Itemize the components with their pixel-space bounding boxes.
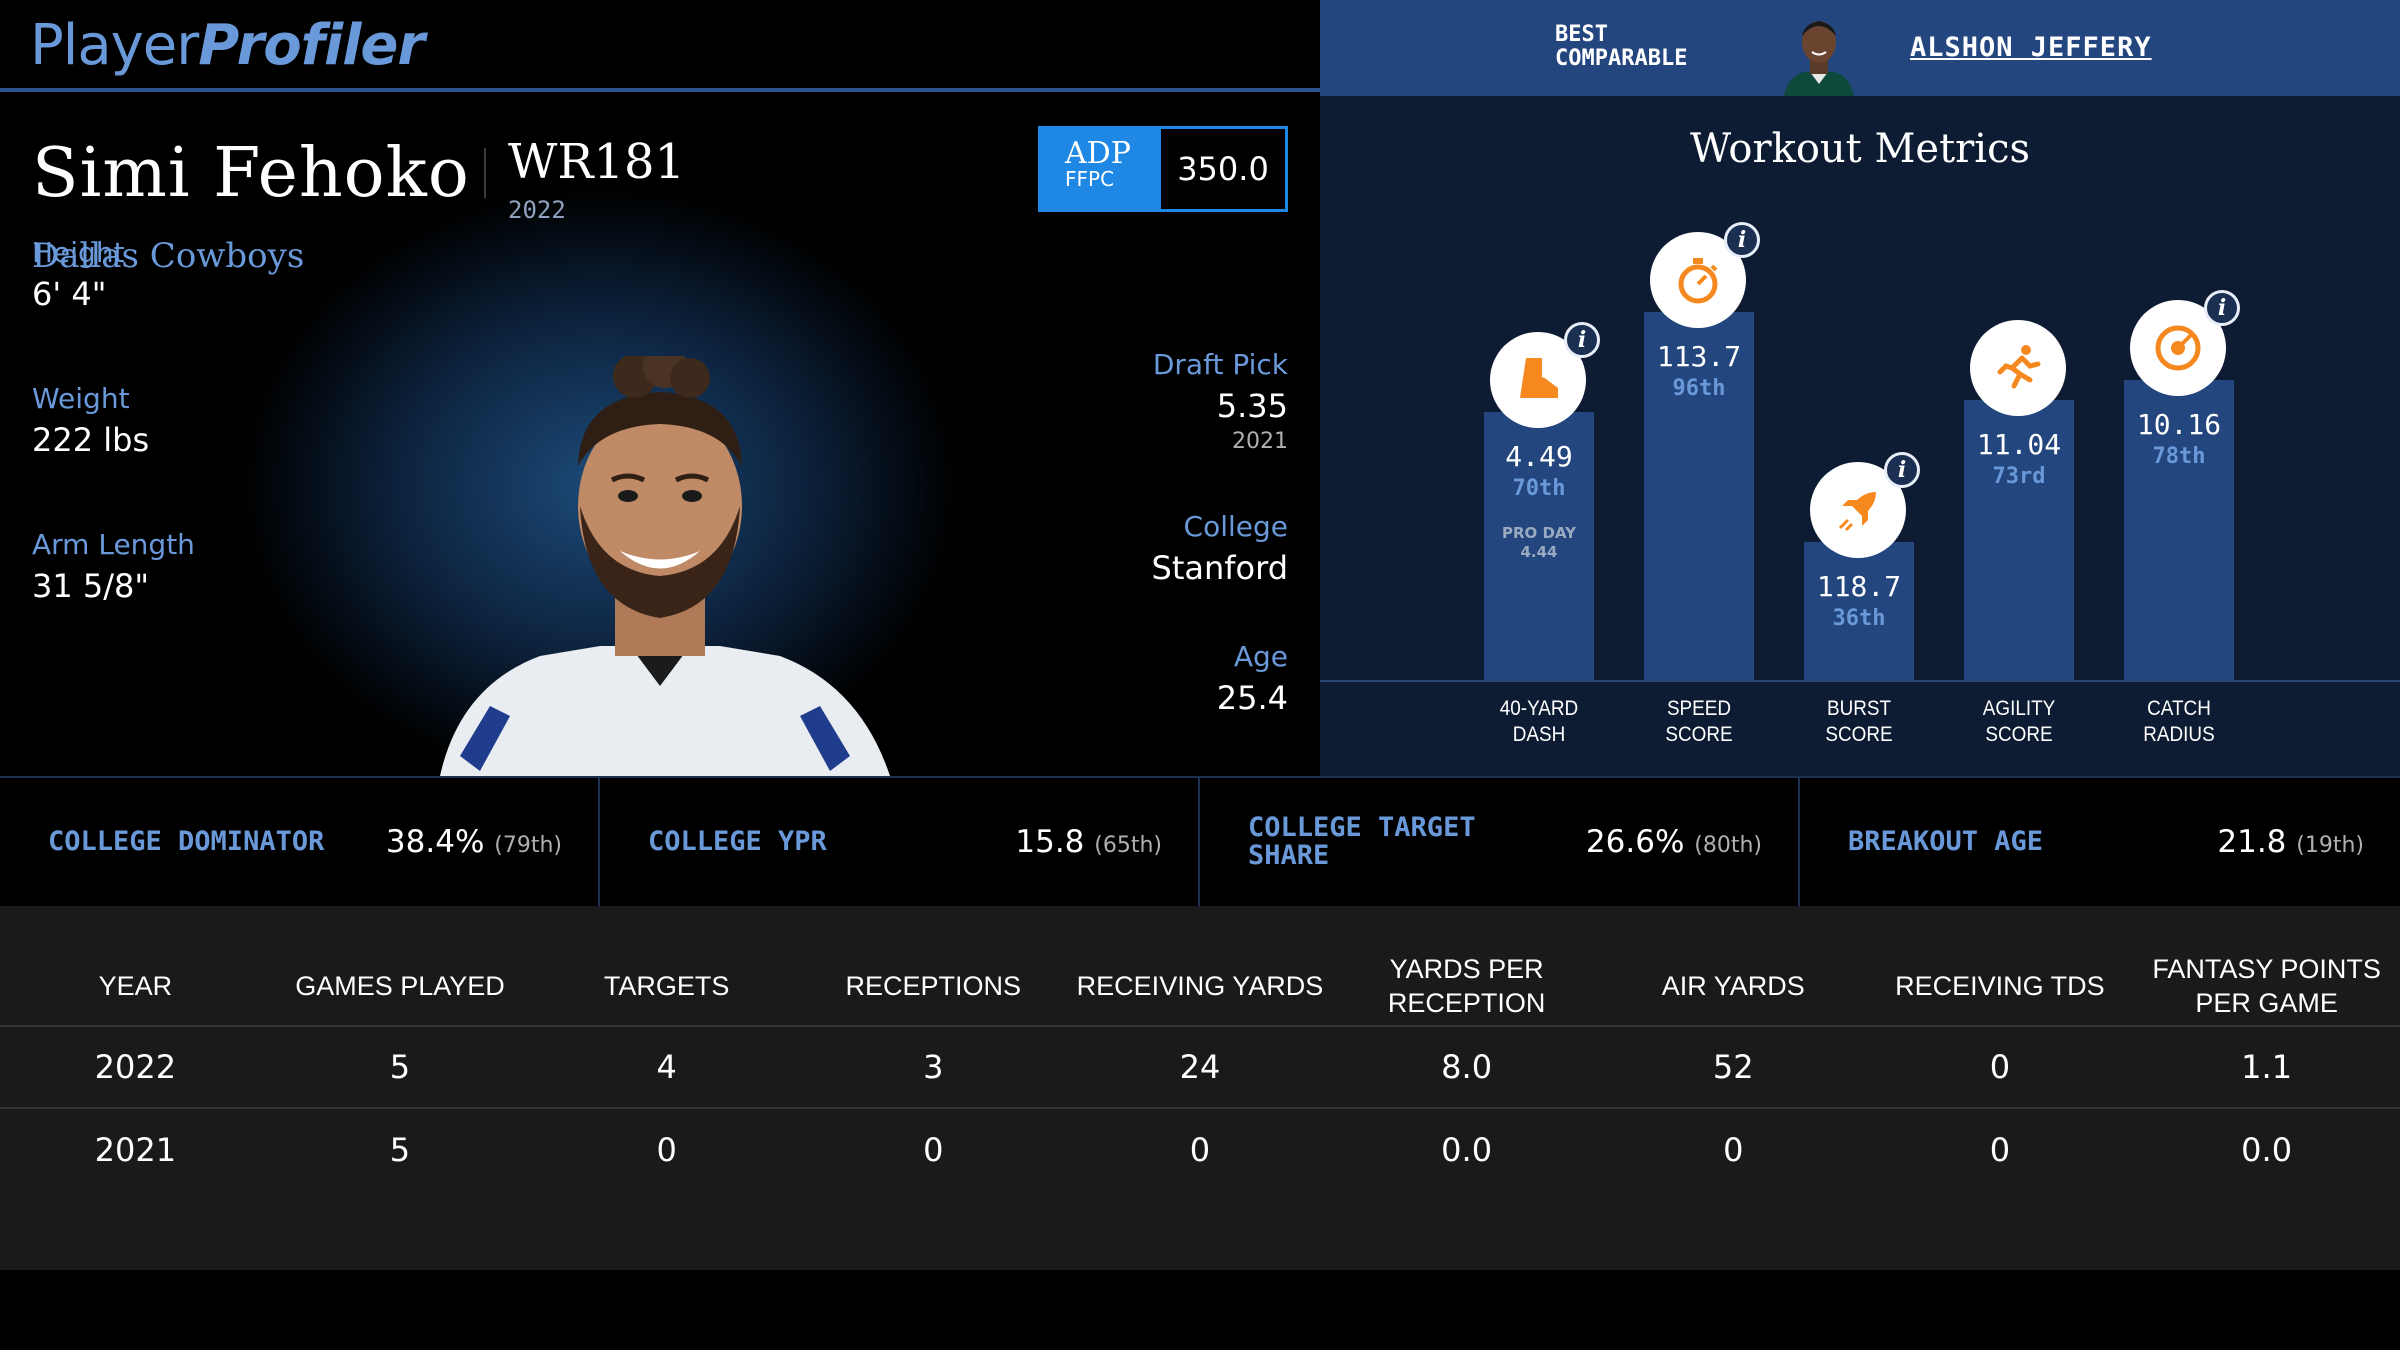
season-stats-section: YEAR GAMES PLAYED TARGETS RECEPTIONS REC… (0, 906, 2400, 1270)
pro-day-time: PRO DAY 4.44 (1501, 524, 1576, 561)
table-cell: 5 (266, 1026, 534, 1109)
table-header-row: YEAR GAMES PLAYED TARGETS RECEPTIONS REC… (0, 946, 2400, 1027)
metric-bar (1964, 400, 2074, 680)
college-stat: College Stanford (1151, 510, 1289, 587)
table-cell: 0 (656, 1130, 677, 1169)
best-comparable-bar: BEST COMPARABLE ALSHON JEFFERY (1320, 0, 2400, 96)
table-cell: 0.0 (2241, 1130, 2293, 1169)
header-bar: PlayerProfiler (0, 0, 1320, 92)
metric-bar (1804, 542, 1914, 680)
metric-burst-score: i 118.7 36th BURST SCORE (1804, 96, 1920, 776)
age-stat: Age 25.4 (1216, 640, 1288, 717)
chart-baseline (1320, 680, 2400, 682)
column-header[interactable]: YARDS PER RECEPTION (1333, 946, 1600, 1027)
table-cell: 0 (1989, 1130, 2011, 1169)
best-comparable-label: BEST COMPARABLE (1555, 22, 1688, 71)
adp-badge: ADP FFPC 350.0 (1038, 126, 1288, 212)
metric-bar (1644, 312, 1754, 680)
workout-metrics-title: Workout Metrics (1689, 126, 2031, 172)
metric-bar (2124, 380, 2234, 680)
adp-source: FFPC (1065, 167, 1115, 191)
metric-40-yard-dash: i 4.49 70th PRO DAY 4.44 40-YARD DASH (1484, 96, 1600, 776)
runner-icon (1970, 320, 2066, 416)
metric-agility-score: 11.04 73rd AGILITY SCORE (1964, 96, 2074, 776)
college-dominator-stat: COLLEGE DOMINATOR 38.4% (79th) (0, 778, 600, 906)
table-cell: 0 (1866, 1026, 2134, 1109)
column-header[interactable]: YEAR (0, 946, 267, 1027)
column-header[interactable]: RECEPTIONS (799, 946, 1067, 1027)
column-header[interactable]: RECEIVING YARDS (1066, 946, 1334, 1027)
player-position-rank: WR181 (508, 134, 686, 190)
column-header[interactable]: TARGETS (533, 946, 800, 1027)
column-header[interactable]: RECEIVING TDS (1866, 946, 2134, 1027)
season-stats-table: YEAR GAMES PLAYED TARGETS RECEPTIONS REC… (0, 946, 2400, 1190)
column-header[interactable]: GAMES PLAYED (266, 946, 534, 1027)
metric-catch-radius: i 10.16 78th CATCH RADIUS (2124, 96, 2240, 776)
table-cell: 2021 (94, 1130, 177, 1169)
table-cell: 0.0 (1441, 1130, 1493, 1169)
player-headshot (420, 344, 900, 776)
draft-pick-stat: Draft Pick 5.35 2021 (1152, 348, 1288, 454)
college-ypr-stat: COLLEGE YPR 15.8 (65th) (600, 778, 1200, 906)
arm-length-stat: Arm Length 31 5/8" (32, 528, 195, 605)
adp-value: 350.0 (1161, 129, 1285, 209)
table-cell: 0 (1723, 1130, 1744, 1169)
adp-label: ADP (1065, 136, 1131, 171)
info-icon[interactable]: i (1564, 322, 1600, 358)
player-team[interactable]: Dallas Cowboys (32, 236, 305, 276)
table-cell: 52 (1599, 1026, 1867, 1109)
college-target-share-stat: COLLEGE TARGET SHARE 26.6% (80th) (1200, 778, 1800, 906)
weight-stat: Weight 222 lbs (32, 382, 150, 459)
column-header[interactable]: FANTASY POINTS PER GAME (2133, 946, 2400, 1027)
info-icon[interactable]: i (1724, 222, 1760, 258)
table-row: 2021 5 0 0 0 0.0 0 0 0.0 (0, 1108, 2400, 1190)
workout-metrics-panel: Workout Metrics i 4.49 70th PRO DAY 4.44… (1320, 96, 2400, 776)
table-cell: 3 (799, 1026, 1067, 1109)
comparable-avatar (1774, 10, 1864, 96)
table-cell: 0 (923, 1130, 944, 1169)
height-stat: Height 6' 4" (32, 236, 125, 313)
name-divider (484, 148, 486, 198)
column-header[interactable]: AIR YARDS (1599, 946, 1867, 1027)
table-cell: 4 (533, 1026, 800, 1109)
table-row: 2022 5 4 3 24 8.0 52 0 1.1 (0, 1026, 2400, 1109)
college-stats-strip: COLLEGE DOMINATOR 38.4% (79th) COLLEGE Y… (0, 776, 2400, 906)
breakout-age-stat: BREAKOUT AGE 21.8 (19th) (1848, 824, 2364, 860)
info-icon[interactable]: i (2204, 290, 2240, 326)
table-cell: 8.0 (1333, 1026, 1600, 1109)
info-icon[interactable]: i (1884, 452, 1920, 488)
playerprofiler-logo[interactable]: PlayerProfiler (30, 13, 425, 78)
player-profile-panel: Simi Fehoko WR181 2022 Dallas Cowboys AD… (0, 96, 1320, 776)
table-cell: 1.1 (2133, 1026, 2400, 1109)
table-cell: 0 (1189, 1130, 1211, 1169)
table-cell: 5 (389, 1130, 411, 1169)
player-season-year: 2022 (508, 196, 566, 224)
comparable-player-link[interactable]: ALSHON JEFFERY (1910, 32, 2152, 63)
table-cell: 24 (1066, 1026, 1334, 1109)
metric-bar (1484, 412, 1594, 680)
player-name: Simi Fehoko (32, 134, 470, 213)
metric-speed-score: i 113.7 96th SPEED SCORE (1644, 96, 1760, 776)
table-cell: 2022 (0, 1026, 267, 1109)
